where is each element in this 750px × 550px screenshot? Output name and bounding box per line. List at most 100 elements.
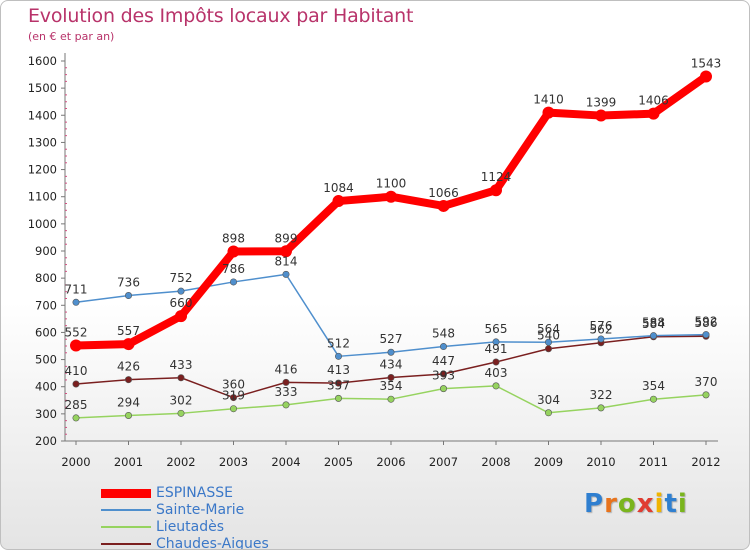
data-point [177, 287, 185, 295]
data-point [492, 358, 500, 366]
x-tick-label: 2004 [271, 455, 300, 469]
legend-label: ESPINASSE [156, 485, 233, 501]
legend-label: Chaudes-Aigues [156, 536, 269, 550]
data-label: 1084 [323, 181, 354, 195]
y-tick-label: 1500 [28, 81, 57, 95]
chart-title: Evolution des Impôts locaux par Habitant [28, 5, 414, 27]
y-tick-label: 200 [35, 434, 57, 448]
data-point [439, 385, 447, 393]
data-label: 370 [695, 375, 718, 389]
y-tick-label: 1400 [28, 108, 57, 122]
data-label: 434 [380, 357, 403, 371]
data-point [492, 338, 500, 346]
data-label: 491 [485, 342, 508, 356]
data-point [387, 348, 395, 356]
y-tick-label: 700 [35, 298, 57, 312]
data-label: 413 [327, 363, 350, 377]
data-label: 360 [222, 378, 245, 392]
x-tick-label: 2009 [534, 455, 563, 469]
data-label: 898 [222, 232, 245, 246]
data-point [334, 394, 342, 402]
legend-label: Sainte-Marie [156, 502, 245, 518]
y-tick-label: 1600 [28, 54, 57, 68]
data-point [72, 298, 80, 306]
data-label: 302 [170, 393, 193, 407]
data-label: 814 [275, 254, 298, 268]
data-point [385, 190, 397, 203]
x-tick-label: 2005 [324, 455, 353, 469]
data-label: 333 [275, 385, 298, 399]
data-point [230, 405, 238, 413]
data-label: 393 [432, 369, 455, 383]
data-label: 557 [117, 324, 140, 338]
y-tick-label: 400 [35, 380, 57, 394]
data-label: 565 [485, 322, 508, 336]
data-point [544, 409, 552, 417]
data-label: 403 [485, 366, 508, 380]
data-point [649, 332, 657, 340]
data-point [700, 70, 712, 83]
data-label: 354 [380, 379, 403, 393]
data-point [282, 270, 290, 278]
data-label: 562 [590, 323, 613, 337]
data-point [542, 106, 555, 119]
data-point [282, 378, 290, 386]
y-tick-label: 1300 [28, 135, 57, 149]
data-label: 660 [170, 296, 193, 310]
x-tick-label: 2001 [114, 455, 143, 469]
data-label: 1406 [638, 94, 669, 108]
data-point [597, 335, 605, 343]
data-label: 416 [275, 362, 298, 376]
data-point [387, 373, 395, 381]
data-point [439, 343, 447, 351]
x-tick-label: 2000 [61, 455, 90, 469]
data-label: 588 [642, 316, 665, 330]
y-tick-label: 1200 [28, 163, 57, 177]
data-point [72, 414, 80, 422]
data-point [490, 184, 502, 197]
data-label: 1399 [586, 96, 617, 110]
data-point [334, 379, 342, 387]
data-point [439, 370, 447, 378]
data-label: 512 [327, 336, 350, 350]
data-point [72, 380, 80, 388]
y-tick-label: 800 [35, 271, 57, 285]
data-label: 304 [537, 393, 560, 407]
y-tick-label: 600 [35, 325, 57, 339]
data-label: 540 [537, 329, 560, 343]
x-tick-label: 2006 [376, 455, 405, 469]
data-point [702, 331, 710, 339]
data-point [282, 401, 290, 409]
y-tick-label: 1000 [28, 217, 57, 231]
data-label: 319 [222, 389, 245, 403]
data-point [230, 278, 238, 286]
y-tick-label: 500 [35, 353, 57, 367]
data-label: 786 [222, 262, 245, 276]
data-point [544, 345, 552, 353]
data-point [649, 395, 657, 403]
data-point [597, 404, 605, 412]
y-tick-label: 900 [35, 244, 57, 258]
y-tick-label: 1100 [28, 190, 57, 204]
data-point [125, 376, 133, 384]
data-point [70, 339, 82, 352]
x-tick-label: 2003 [219, 455, 248, 469]
data-label: 1066 [428, 186, 459, 200]
data-point [177, 374, 185, 382]
data-label: 294 [117, 395, 140, 409]
data-label: 552 [65, 325, 88, 339]
x-tick-label: 2010 [586, 455, 615, 469]
data-label: 1410 [533, 93, 564, 107]
data-label: 752 [170, 271, 193, 285]
data-point [332, 195, 345, 208]
legend-swatch [101, 543, 151, 545]
legend-swatch [101, 526, 151, 528]
data-label: 357 [327, 378, 350, 392]
data-point [595, 109, 607, 122]
data-label: 354 [642, 379, 665, 393]
x-tick-label: 2012 [691, 455, 720, 469]
data-label: 1124 [481, 170, 512, 184]
data-label: 426 [117, 360, 140, 374]
x-tick-label: 2008 [481, 455, 510, 469]
